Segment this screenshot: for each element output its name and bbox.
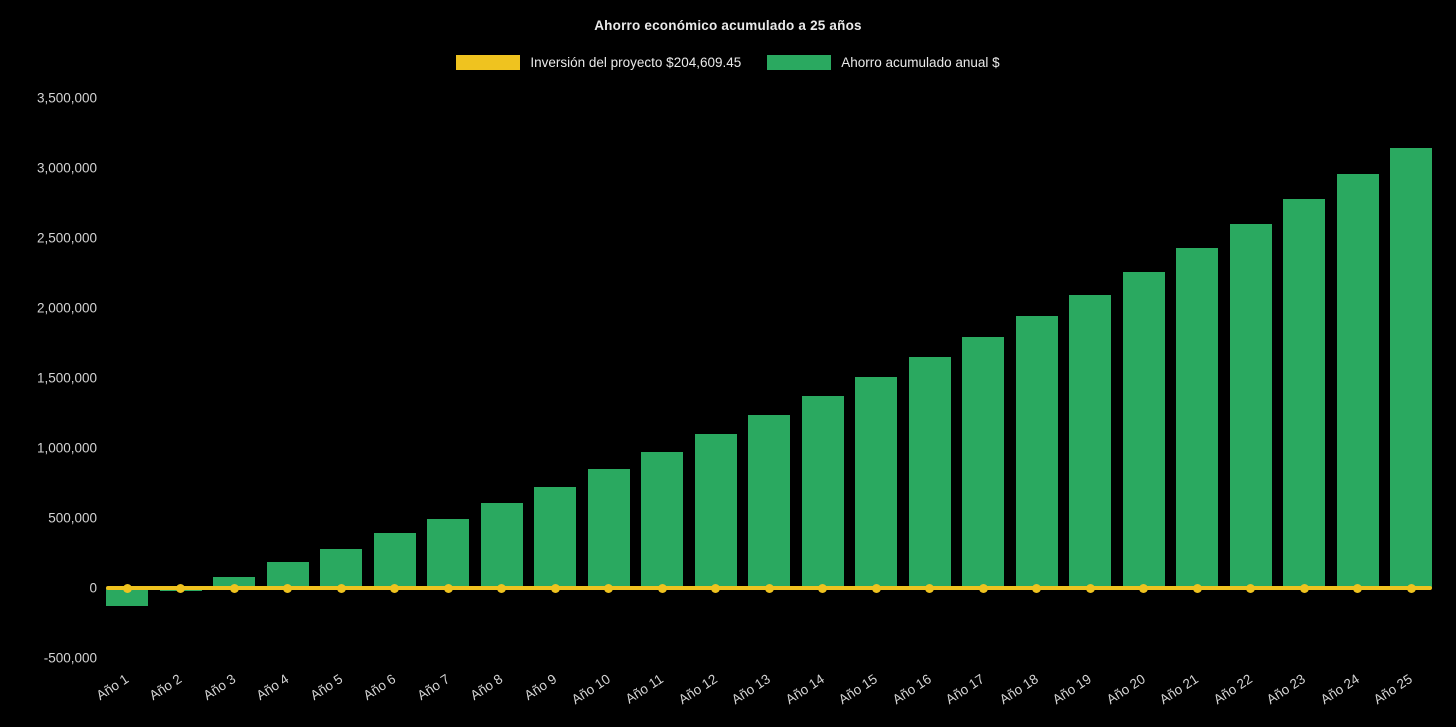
x-tick-label: Año 15 [836, 671, 881, 708]
bar-year-23 [1283, 198, 1325, 588]
bar-year-21 [1176, 247, 1218, 588]
investment-line-marker [1299, 583, 1309, 593]
bar-year-17 [962, 337, 1004, 588]
bar-year-24 [1336, 173, 1379, 588]
x-tick-label: Año 2 [146, 671, 185, 704]
y-tick-label: -500,000 [43, 650, 97, 666]
y-tick-label: 1,000,000 [36, 440, 97, 456]
chart-legend: Inversión del proyecto $204,609.45 Ahorr… [0, 55, 1456, 70]
bar-year-13 [748, 415, 790, 588]
investment-line-marker [1139, 583, 1148, 593]
x-tick-label: Año 24 [1317, 671, 1362, 708]
bar-year-10 [587, 469, 630, 588]
y-tick-label: 2,500,000 [36, 230, 97, 246]
bar-year-1 [106, 588, 148, 607]
x-tick-label: Año 14 [782, 671, 827, 708]
y-tick-label: 1,500,000 [36, 370, 97, 386]
bar-year-16 [908, 357, 951, 588]
bar-year-4 [266, 562, 309, 588]
x-tick-label: Año 1 [93, 671, 132, 704]
x-tick-label: Año 25 [1371, 671, 1416, 708]
legend-item-savings[interactable]: Ahorro acumulado anual $ [767, 55, 1000, 70]
x-tick-label: Año 22 [1210, 671, 1255, 708]
y-tick-label: 0 [89, 580, 97, 596]
y-tick-label: 3,000,000 [36, 160, 97, 176]
bar-year-3 [213, 576, 255, 588]
investment-line-marker [497, 583, 506, 593]
x-tick-label: Año 6 [360, 671, 399, 704]
investment-line-marker [1353, 583, 1362, 593]
x-tick-label: Año 16 [889, 671, 934, 708]
investment-line-marker [1246, 583, 1255, 593]
investment-line-marker [871, 583, 881, 593]
investment-line [106, 586, 1432, 590]
bar-year-12 [694, 434, 737, 588]
x-tick-label: Año 4 [253, 671, 292, 704]
investment-line-marker [657, 583, 667, 593]
bar-year-15 [855, 377, 897, 588]
x-tick-label: Año 20 [1103, 671, 1148, 708]
bar-year-19 [1069, 295, 1111, 588]
savings-chart: Ahorro económico acumulado a 25 años Inv… [0, 0, 1456, 707]
bar-year-25 [1390, 148, 1432, 588]
investment-line-marker [176, 583, 185, 593]
investment-line-marker [818, 583, 827, 593]
legend-label-savings: Ahorro acumulado anual $ [841, 55, 1000, 70]
bar-year-8 [480, 502, 523, 588]
investment-line-marker [978, 583, 988, 593]
bar-year-11 [641, 451, 683, 588]
investment-line-marker [925, 583, 934, 593]
investment-line-marker [122, 583, 132, 593]
x-tick-label: Año 7 [414, 671, 453, 704]
chart-title: Ahorro económico acumulado a 25 años [594, 18, 862, 33]
y-tick-label: 3,500,000 [36, 90, 97, 106]
investment-line-marker [604, 583, 613, 593]
legend-swatch-investment [456, 55, 521, 70]
bar-year-2 [159, 588, 202, 591]
investment-line-marker [764, 583, 774, 593]
x-tick-label: Año 13 [729, 671, 774, 708]
x-tick-label: Año 9 [521, 671, 560, 704]
investment-line-marker [1192, 583, 1202, 593]
investment-line-marker [390, 583, 399, 593]
bar-year-9 [534, 486, 576, 588]
investment-line-marker [1406, 583, 1416, 593]
x-tick-label: Año 19 [1050, 671, 1095, 708]
investment-line-marker [443, 583, 453, 593]
investment-line-marker [1085, 583, 1095, 593]
investment-line-marker [711, 583, 720, 593]
x-tick-label: Año 21 [1157, 671, 1202, 708]
y-tick-label: 2,000,000 [36, 300, 97, 316]
bar-year-6 [373, 533, 416, 588]
bar-year-20 [1122, 271, 1165, 588]
investment-line-marker [1032, 583, 1041, 593]
x-tick-label: Año 12 [675, 671, 720, 708]
legend-swatch-savings [767, 55, 832, 70]
bar-year-5 [320, 548, 362, 588]
x-tick-label: Año 10 [568, 671, 613, 708]
investment-line-marker [336, 583, 346, 593]
bar-year-22 [1229, 224, 1272, 588]
bar-year-7 [427, 518, 469, 588]
investment-line-marker [229, 583, 239, 593]
x-tick-label: Año 18 [996, 671, 1041, 708]
investment-line-marker [283, 583, 292, 593]
x-tick-label: Año 17 [943, 671, 988, 708]
x-tick-label: Año 3 [200, 671, 239, 704]
y-tick-label: 500,000 [48, 510, 97, 526]
legend-label-investment: Inversión del proyecto $204,609.45 [530, 55, 742, 70]
x-tick-label: Año 11 [622, 671, 667, 707]
x-tick-label: Año 8 [467, 671, 506, 704]
bar-year-18 [1015, 316, 1058, 588]
x-tick-label: Año 5 [307, 671, 346, 704]
x-tick-label: Año 23 [1264, 671, 1309, 708]
bar-year-14 [801, 396, 844, 588]
legend-item-investment[interactable]: Inversión del proyecto $204,609.45 [456, 55, 741, 70]
investment-line-marker [550, 583, 560, 593]
